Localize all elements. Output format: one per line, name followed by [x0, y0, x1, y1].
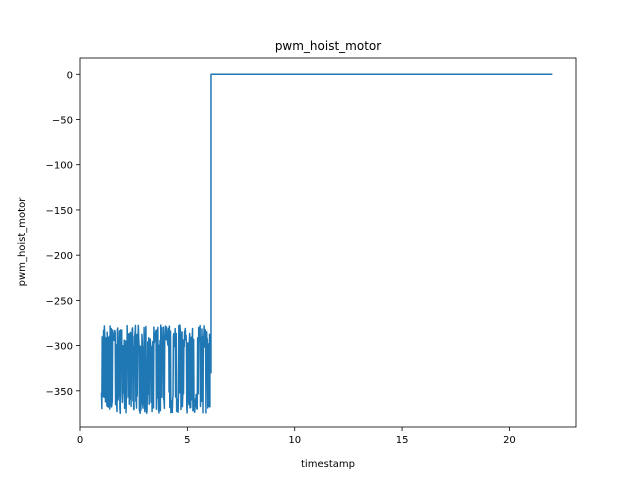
x-tick-label: 20 — [503, 435, 516, 446]
y-axis: 0 −50 −100 −150 −200 −250 −300 −350 — [46, 70, 80, 398]
y-axis-label: pwm_hoist_motor — [17, 197, 28, 287]
y-tick-label: 0 — [67, 70, 73, 81]
chart-title: pwm_hoist_motor — [275, 39, 381, 53]
y-tick-label: −100 — [46, 161, 73, 172]
x-axis: 0 5 10 15 20 — [77, 427, 516, 446]
x-tick-label: 15 — [396, 435, 409, 446]
y-tick-label: −300 — [46, 342, 73, 353]
y-tick-label: −150 — [46, 206, 73, 217]
y-tick-label: −350 — [46, 387, 73, 398]
y-tick-label: −250 — [46, 296, 73, 307]
plot-area — [100, 73, 553, 415]
axes-frame — [79, 57, 577, 428]
x-tick-label: 5 — [184, 435, 190, 446]
x-tick-label: 10 — [288, 435, 301, 446]
y-tick-label: −50 — [52, 116, 73, 127]
y-tick-label: −200 — [46, 251, 73, 262]
x-tick-label: 0 — [77, 435, 83, 446]
series-line — [100, 73, 553, 415]
x-axis-label: timestamp — [301, 459, 355, 470]
